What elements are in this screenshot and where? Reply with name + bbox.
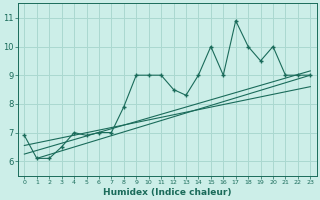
X-axis label: Humidex (Indice chaleur): Humidex (Indice chaleur) [103, 188, 232, 197]
